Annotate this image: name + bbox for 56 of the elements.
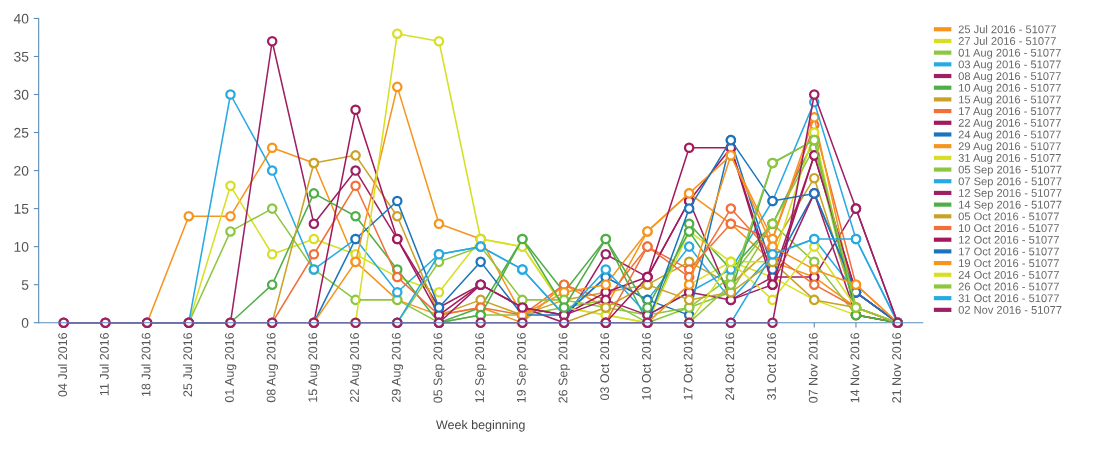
legend-label: 12 Sep 2016 - 51077 [959,189,1062,200]
legend-label: 14 Sep 2016 - 51077 [959,200,1062,211]
x-tick-label: 24 Oct 2016 [725,332,735,400]
legend-label: 17 Aug 2016 - 51077 [959,107,1061,118]
x-tick-label: 08 Aug 2016 [266,332,279,403]
legend-label: 24 Aug 2016 - 51077 [958,130,1061,141]
x-tick-label: 01 Aug 2016 [224,332,237,403]
x-tick-label: 31 Oct 2016 [767,332,776,401]
legend-label: 31 Aug 2016 - 51077 [958,153,1061,165]
legend-label: 12 Oct 2016 - 51077 [959,235,1059,244]
y-tick-label: 5 [21,280,29,290]
legend-label: 24 Oct 2016 - 51077 [958,270,1059,279]
x-tick-label: 03 Oct 2016 [600,332,610,401]
legend-label: 26 Oct 2016 - 51077 [958,282,1059,291]
y-tick-label: 20 [14,165,29,176]
x-tick-label: 15 Aug 2016 [308,332,320,402]
legend-label: 10 Oct 2016 - 51077 [959,224,1059,233]
legend-label: 10 Aug 2016 - 51077 [959,83,1061,94]
x-tick-label: 14 Nov 2016 [850,332,860,403]
x-axis-title: Week beginning [436,419,525,432]
x-tick-label: 11 Jul 2016 [99,332,109,396]
legend-label: 03 Aug 2016 - 51077 [958,60,1061,71]
x-tick-label: 10 Oct 2016 [641,332,651,400]
legend-label: 29 Aug 2016 - 51077 [958,142,1061,153]
legend-label: 01 Aug 2016 - 51077 [958,48,1061,59]
legend-label: 08 Aug 2016 - 51077 [958,72,1061,83]
legend-label: 05 Oct 2016 - 51077 [958,212,1059,221]
y-tick-label: 10 [14,241,29,252]
y-tick-label: 35 [14,51,29,62]
legend-label: 15 Aug 2016 - 51077 [959,95,1061,106]
x-tick-label: 18 Jul 2016 [141,332,151,397]
x-tick-label: 04 Jul 2016 [57,332,68,397]
y-tick-label: 25 [14,127,29,138]
legend-label: 27 Jul 2016 - 51077 [958,36,1056,45]
legend-label: 02 Nov 2016 - 51077 [958,305,1062,314]
y-tick-label: 30 [14,89,29,100]
x-tick-label: 05 Sep 2016 [433,332,445,403]
legend-label: 17 Oct 2016 - 51077 [959,247,1059,256]
legend-label: 31 Oct 2016 - 51077 [958,294,1059,303]
x-tick-label: 12 Sep 2016 [475,332,487,403]
x-tick-label: 07 Nov 2016 [808,332,818,403]
legend-label: 22 Aug 2016 - 51077 [958,118,1061,129]
legend-label: 07 Sep 2016 - 51077 [958,177,1062,188]
legend-label: 05 Sep 2016 - 51077 [958,165,1062,176]
x-tick-label: 19 Sep 2016 [516,332,529,403]
x-tick-label: 25 Jul 2016 [182,332,193,397]
y-tick-label: 0 [21,318,29,328]
x-tick-label: 21 Nov 2016 [892,332,902,403]
y-tick-label: 40 [13,13,29,24]
x-tick-label: 26 Sep 2016 [558,332,570,403]
legend-label: 25 Jul 2016 - 51077 [958,25,1056,34]
x-tick-label: 29 Aug 2016 [391,332,404,402]
y-tick-label: 15 [14,204,29,214]
x-tick-label: 17 Oct 2016 [683,332,693,400]
legend-label: 19 Oct 2016 - 51077 [959,259,1059,268]
x-tick-label: 22 Aug 2016 [350,332,362,402]
